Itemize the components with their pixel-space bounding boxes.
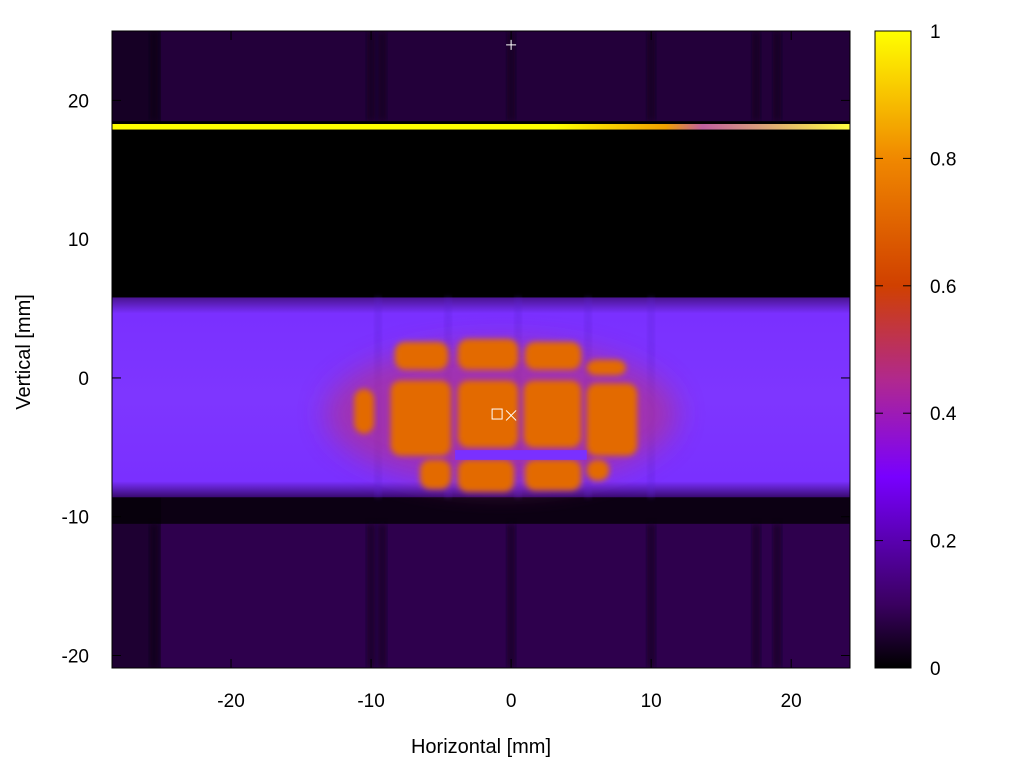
shadow-line-bottom <box>378 523 387 668</box>
colorbar-tick-label: 0.4 <box>930 404 957 425</box>
marker-plus <box>506 39 517 50</box>
x-tick-label: 0 <box>506 691 517 712</box>
core-segment <box>457 459 514 492</box>
y-axis-label: Vertical [mm] <box>13 294 35 410</box>
colorbar <box>874 30 912 669</box>
core-segment <box>394 341 449 370</box>
markers <box>491 39 517 421</box>
y-tick-label: 10 <box>68 230 89 251</box>
region-background-bottom <box>112 523 850 668</box>
x-tick-label: -10 <box>357 691 384 712</box>
core-segment <box>586 383 638 456</box>
shadow-line-bottom <box>647 523 656 668</box>
region-dark-band <box>112 129 850 298</box>
colorbar-tick-label: 0.8 <box>930 149 956 170</box>
core-segment <box>457 339 519 370</box>
marker-square <box>491 408 503 420</box>
y-tick-label: 0 <box>78 369 89 390</box>
x-tick-label: 20 <box>781 691 802 712</box>
core-segment <box>525 341 582 370</box>
axis-ticks: -20 -10 0 10 20 -20 -10 0 10 20 <box>62 31 850 712</box>
core-segment <box>457 380 519 448</box>
shadow-line-top <box>150 31 159 122</box>
marker-cross <box>505 410 517 421</box>
core-segment <box>586 459 610 481</box>
core-segment <box>525 459 582 491</box>
colorbar-ticks: 0 0.2 0.4 0.6 0.8 1 <box>875 22 957 680</box>
shadow-line-top <box>773 31 782 122</box>
shadow-line-bottom <box>773 523 782 668</box>
plot-frame <box>111 30 851 669</box>
shadow-line-bottom <box>752 523 761 668</box>
core-segment <box>354 389 374 434</box>
y-tick-label: 20 <box>68 91 89 112</box>
colorbar-tick-label: 1 <box>930 22 941 43</box>
region-dark-gap <box>112 497 850 524</box>
heatmap-image <box>112 31 850 668</box>
x-tick-label: -20 <box>217 691 244 712</box>
y-tick-label: -10 <box>62 508 89 529</box>
colorbar-tick-label: 0 <box>930 659 941 680</box>
colorbar-tick-label: 0.2 <box>930 532 956 553</box>
core-segment <box>390 380 451 456</box>
shadow-line-top <box>367 31 376 122</box>
core-segment <box>523 380 582 448</box>
x-tick-label: 10 <box>641 691 662 712</box>
shadow-line-bottom <box>507 523 516 668</box>
core-segment <box>586 359 626 376</box>
shadow-line-top <box>647 31 656 122</box>
y-tick-label: -20 <box>62 647 89 668</box>
core-notch <box>455 450 587 460</box>
x-axis-label: Horizontal [mm] <box>411 736 551 758</box>
region-background-top <box>112 31 850 122</box>
colorbar-tick-label: 0.6 <box>930 277 956 298</box>
shadow-line-top <box>378 31 387 122</box>
shadow-line-bottom <box>150 523 159 668</box>
core-segment <box>420 459 451 489</box>
region-bright-stripe <box>112 123 850 130</box>
shadow-line-top <box>507 31 516 122</box>
shadow-line-bottom <box>367 523 376 668</box>
shadow-line-top <box>752 31 761 122</box>
